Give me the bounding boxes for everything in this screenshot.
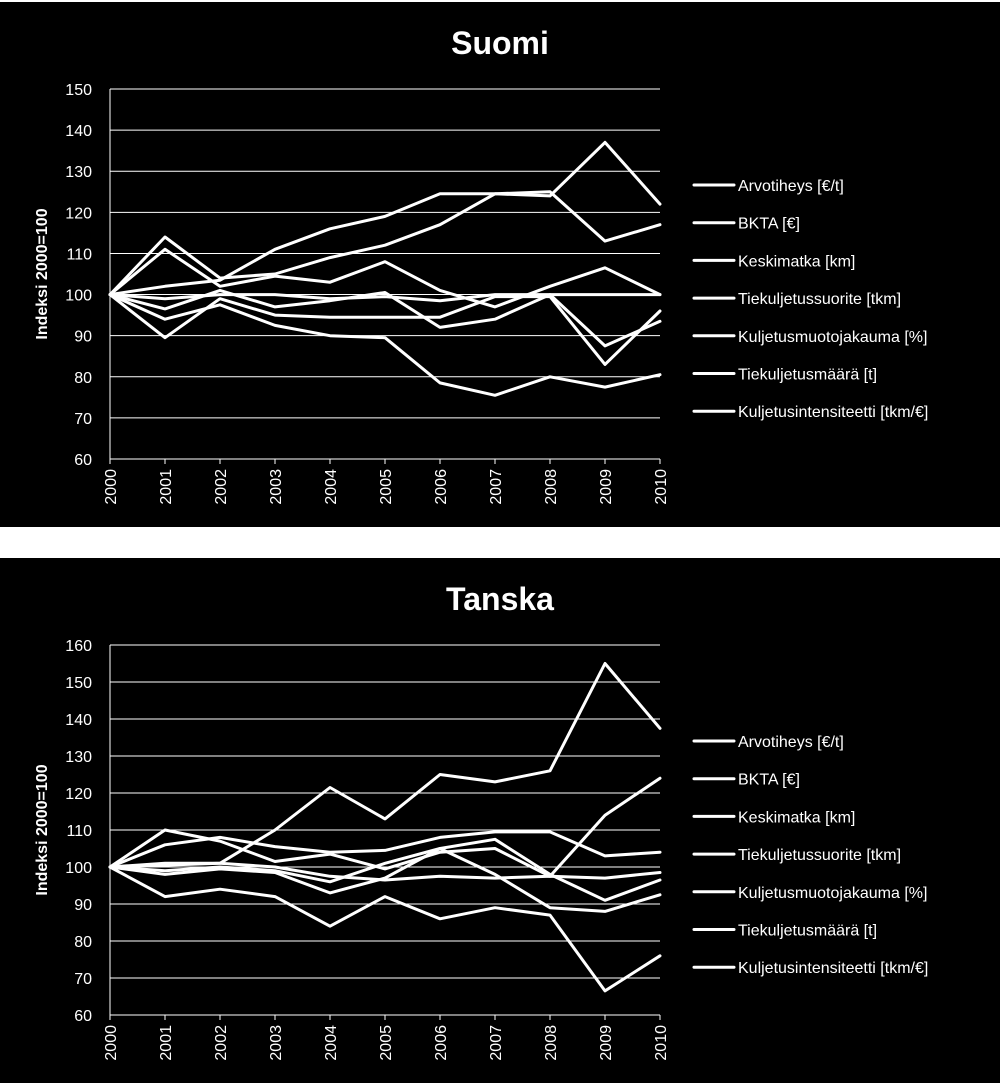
series-line-7 xyxy=(108,293,662,366)
x-tick-label: 2008 xyxy=(543,469,560,505)
y-tick-label: 110 xyxy=(66,823,92,840)
x-tick-label: 2005 xyxy=(378,1025,395,1061)
y-tick-label: 80 xyxy=(74,934,92,951)
y-tick-label: 60 xyxy=(74,452,92,469)
series-line-5 xyxy=(108,837,662,902)
legend-entry: Tiekuljetussuorite [tkm] xyxy=(738,291,901,308)
x-tick-label: 2009 xyxy=(598,469,615,505)
series-line-2 xyxy=(108,190,662,297)
y-tick-label: 150 xyxy=(65,82,92,99)
y-tick-label: 110 xyxy=(66,246,92,263)
legend-entry: Keskimatka [km] xyxy=(738,253,855,270)
series-line-3 xyxy=(108,776,662,878)
legend-entry: Arvotiheys [€/t] xyxy=(738,178,844,195)
x-tick-label: 2004 xyxy=(323,1025,340,1061)
legend-entry: Tiekuljetusmäärä [t] xyxy=(738,367,877,384)
y-tick-label: 80 xyxy=(74,370,92,387)
legend-entry: Kuljetusmuotojakauma [%] xyxy=(738,329,927,346)
series-line-7 xyxy=(108,865,662,993)
x-tick-label: 2006 xyxy=(433,469,450,505)
y-tick-label: 70 xyxy=(74,971,92,988)
x-tick-label: 2001 xyxy=(158,469,175,505)
y-tick-label: 100 xyxy=(65,860,92,877)
chart-title: Tanska xyxy=(446,581,554,617)
legend-entry: Kuljetusmuotojakauma [%] xyxy=(738,885,927,902)
legend-entry: Tiekuljetusmäärä [t] xyxy=(738,923,877,940)
x-tick-label: 2000 xyxy=(103,1025,120,1061)
chart-panel-tanska: Tanska 60 70 80 90 100 110 120 130 140 150 160 2000 2… xyxy=(0,556,1000,1083)
series-line-6 xyxy=(108,847,662,913)
x-tick-label: 2002 xyxy=(213,1025,230,1061)
series-line-2 xyxy=(108,830,662,869)
y-axis-label: Indeksi 2000=100 xyxy=(34,764,51,895)
x-tick-label: 2008 xyxy=(543,1025,560,1061)
y-tick-label: 100 xyxy=(65,288,92,305)
x-tick-label: 2003 xyxy=(268,1025,285,1061)
y-tick-label: 70 xyxy=(74,411,92,428)
x-tick-label: 2007 xyxy=(488,469,505,505)
x-tick-label: 2006 xyxy=(433,1025,450,1061)
y-tick-label: 90 xyxy=(74,329,92,346)
x-tick-label: 2010 xyxy=(653,1025,670,1061)
x-tick-label: 2005 xyxy=(378,469,395,505)
series-line-6 xyxy=(108,293,662,397)
x-tick-label: 2007 xyxy=(488,1025,505,1061)
y-tick-label: 60 xyxy=(74,1008,92,1025)
legend-entry: Keskimatka [km] xyxy=(738,809,855,826)
x-tick-label: 2003 xyxy=(268,469,285,505)
chart-panel-suomi: Suomi 60 70 80 90 100 110 120 130 140 150 2000 2001 2… xyxy=(0,0,1000,527)
legend-entry: Arvotiheys [€/t] xyxy=(738,734,844,751)
y-tick-label: 130 xyxy=(65,164,92,181)
line-chart-suomi: Suomi 60 70 80 90 100 110 120 130 140 150 2000 2001 2… xyxy=(34,25,928,505)
legend-entry: BKTA [€] xyxy=(738,772,800,789)
series-line-4 xyxy=(108,861,662,882)
y-tick-label: 160 xyxy=(65,638,92,655)
y-tick-label: 120 xyxy=(65,786,92,803)
x-tick-label: 2010 xyxy=(653,469,670,505)
x-tick-label: 2000 xyxy=(103,469,120,505)
x-tick-label: 2002 xyxy=(213,469,230,505)
chart-title: Suomi xyxy=(451,25,549,61)
x-tick-label: 2001 xyxy=(158,1025,175,1061)
line-chart-tanska: Tanska 60 70 80 90 100 110 120 130 140 150 160 2000 2… xyxy=(34,581,928,1061)
y-tick-label: 90 xyxy=(74,897,92,914)
y-tick-label: 140 xyxy=(65,123,92,140)
y-tick-label: 150 xyxy=(65,675,92,692)
series-line-3 xyxy=(108,247,662,309)
y-tick-label: 140 xyxy=(65,712,92,729)
legend-entry: Tiekuljetussuorite [tkm] xyxy=(738,847,901,864)
legend-entry: Kuljetusintensiteetti [tkm/€] xyxy=(738,404,928,421)
y-tick-label: 130 xyxy=(65,749,92,766)
y-tick-label: 120 xyxy=(65,205,92,222)
series-line-1 xyxy=(108,140,662,297)
legend-entry: BKTA [€] xyxy=(738,216,800,233)
legend-entry: Kuljetusintensiteetti [tkm/€] xyxy=(738,960,928,977)
x-tick-label: 2009 xyxy=(598,1025,615,1061)
x-tick-label: 2004 xyxy=(323,469,340,505)
y-axis-label: Indeksi 2000=100 xyxy=(34,208,51,339)
series-line-5 xyxy=(108,288,662,348)
